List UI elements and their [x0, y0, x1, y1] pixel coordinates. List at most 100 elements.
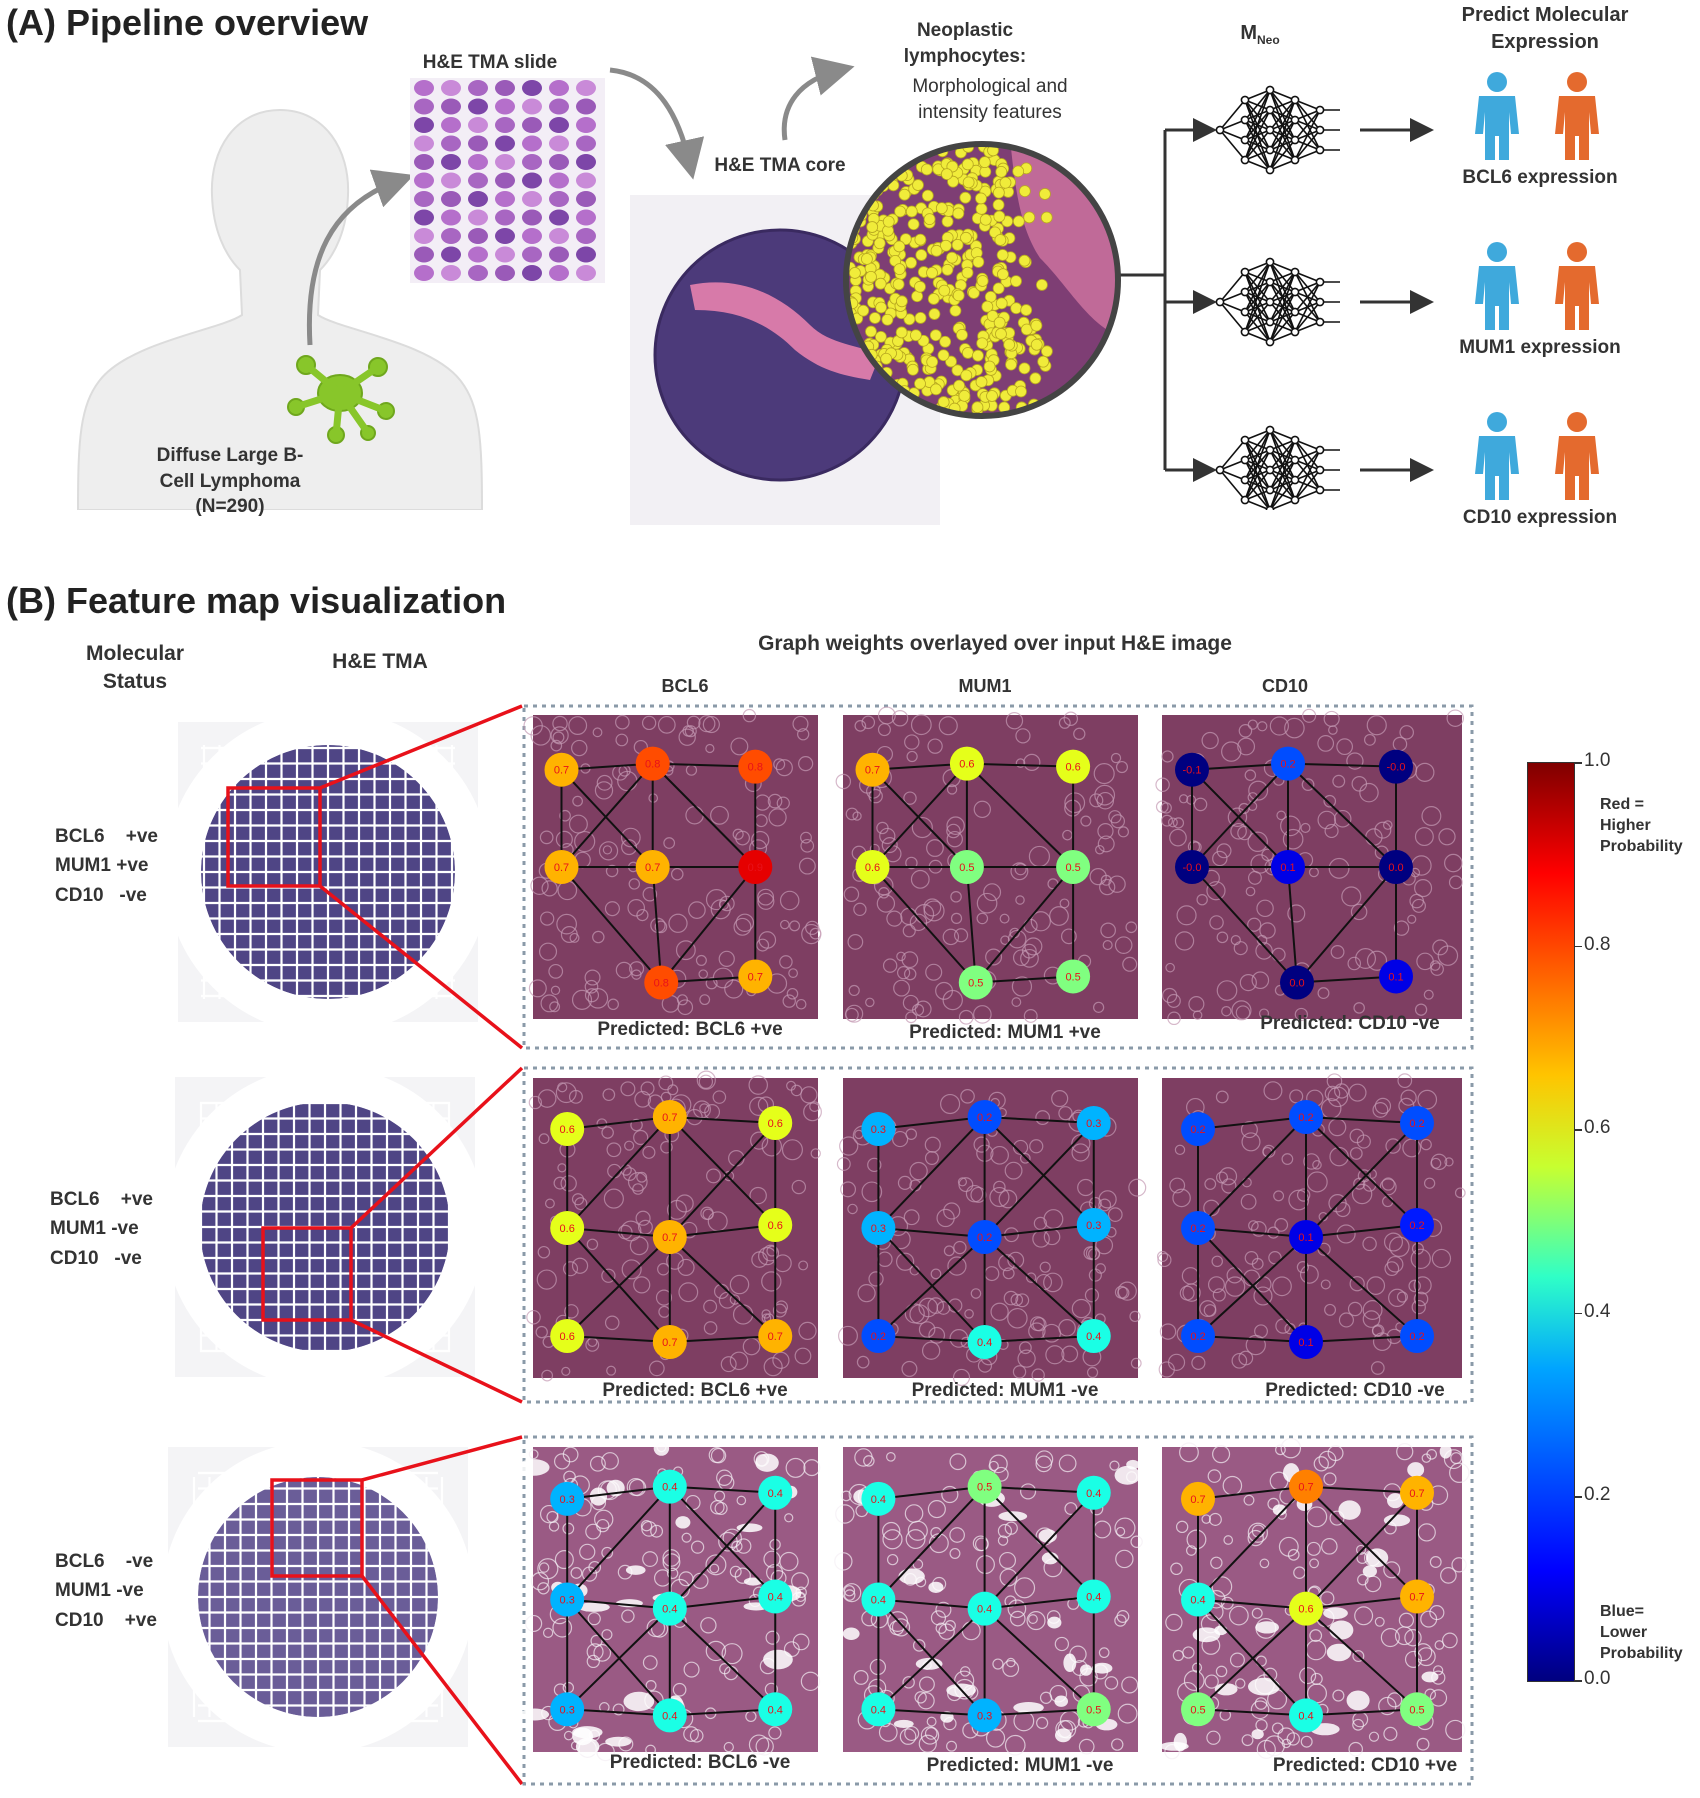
node-label: 0.4 — [977, 1337, 992, 1349]
lymphocyte — [992, 198, 1005, 211]
status-row-1: BCL6 +ve MUM1 +ve CD10 -ve — [55, 826, 158, 906]
node-label: 0.8 — [654, 978, 669, 990]
colorbar-tick-mark — [1574, 1680, 1582, 1682]
lymphocyte — [1040, 345, 1053, 358]
graph-node: 0.3 — [550, 1582, 585, 1617]
node-label: 0.4 — [977, 1604, 992, 1616]
graph-node: 0.4 — [1076, 1319, 1111, 1353]
lymphocyte — [914, 233, 927, 246]
node-label: 0.7 — [1409, 1591, 1424, 1603]
node-label: 0.1 — [1388, 971, 1403, 983]
lymphocyte — [947, 175, 959, 188]
patient-label: Diffuse Large B- Cell Lymphoma (N=290) — [156, 445, 304, 518]
node-label: 0.4 — [1190, 1595, 1205, 1607]
slide-core — [441, 209, 461, 226]
lymphocyte — [866, 221, 879, 233]
lymphocyte — [992, 186, 1005, 199]
graph-node: 0.4 — [758, 1579, 793, 1614]
node-label: 0.5 — [1409, 1704, 1424, 1716]
lymphocyte — [929, 329, 942, 342]
lymphocyte — [962, 176, 975, 189]
lymphocyte — [909, 329, 922, 342]
slide-core — [414, 98, 434, 115]
graph-node: 0.6 — [855, 850, 890, 884]
lymphocyte — [894, 205, 907, 218]
graph-node: 0.1 — [1289, 1325, 1323, 1359]
lymphocyte — [874, 277, 887, 290]
graph-node: 0.1 — [1379, 959, 1413, 994]
graph-row-box — [522, 1066, 1474, 1404]
lymphocyte — [927, 293, 940, 305]
graph-node: 0.2 — [861, 1319, 896, 1353]
colorbar-tick: 0.0 — [1584, 1668, 1611, 1689]
node-label: 0.4 — [871, 1494, 886, 1506]
node-label: -0.1 — [1183, 765, 1202, 777]
panel-a-title: (A) Pipeline overview — [6, 2, 369, 43]
node-label: 0.2 — [1409, 1331, 1424, 1343]
lymphocyte — [952, 289, 965, 302]
node-label: 0.7 — [554, 765, 569, 777]
graph-node: 0.7 — [1181, 1481, 1215, 1516]
lymphocyte — [951, 238, 964, 251]
lymphocyte — [926, 266, 938, 279]
slide-core — [522, 191, 542, 207]
slide-core — [441, 117, 461, 133]
graph-node: 0.7 — [1289, 1469, 1323, 1504]
slide-core — [414, 154, 434, 170]
neural-net-icon — [1215, 257, 1340, 347]
status-row-3: BCL6 -ve MUM1 -ve CD10 +ve — [55, 1551, 157, 1631]
lymphocyte — [967, 287, 980, 299]
lymphocyte — [995, 297, 1008, 310]
slide-core — [441, 172, 461, 189]
slide-core — [576, 135, 596, 152]
graph-node: 0.2 — [1181, 1319, 1215, 1353]
person-blue-icon — [1475, 72, 1519, 160]
zoom-box — [261, 1226, 353, 1322]
neural-nets — [1215, 85, 1340, 510]
slide-core — [576, 228, 596, 244]
node-label: 0.5 — [1065, 971, 1080, 983]
lymphocyte — [926, 355, 939, 368]
node-label: 0.4 — [662, 1604, 677, 1616]
lymphocyte — [945, 355, 957, 368]
node-label: 0.2 — [1190, 1124, 1205, 1136]
graph-node: 0.3 — [861, 1211, 896, 1245]
graph-node: 0.7 — [652, 1325, 687, 1359]
slide-core — [441, 80, 461, 96]
graph-node: 0.5 — [1056, 959, 1091, 994]
node-label: 0.7 — [662, 1337, 677, 1349]
node-label: 0.2 — [1409, 1118, 1424, 1130]
graph-node: 0.4 — [861, 1481, 896, 1516]
slide-core — [468, 98, 488, 115]
node-label: 0.4 — [1086, 1488, 1101, 1500]
graph-node: -0.1 — [1175, 752, 1209, 787]
lymphocyte — [899, 233, 912, 246]
lymphocyte — [940, 168, 953, 181]
lymphocyte — [907, 218, 920, 231]
graph-node: 0.0 — [1280, 965, 1314, 1000]
node-label: 0.4 — [1086, 1591, 1101, 1603]
slide-core — [522, 117, 542, 133]
lymphocyte — [1015, 385, 1027, 398]
col-mum1: MUM1 — [958, 676, 1012, 696]
node-label: 0.7 — [1409, 1488, 1424, 1500]
graph-node: 0.7 — [652, 1220, 687, 1254]
node-label: 0.2 — [1280, 759, 1295, 771]
lymphocyte — [1018, 185, 1031, 198]
lymphocyte — [999, 176, 1012, 189]
zoom-box — [226, 786, 322, 888]
slide-core — [576, 172, 596, 189]
graph-node: 0.0 — [1379, 850, 1413, 884]
node-label: 0.7 — [1298, 1482, 1313, 1494]
node-label: 0.3 — [871, 1124, 886, 1136]
node-label: 0.3 — [560, 1704, 575, 1716]
node-label: 0.3 — [560, 1595, 575, 1607]
graph-node: 0.2 — [1181, 1112, 1215, 1146]
lymphocyte — [1018, 362, 1031, 375]
slide-core — [441, 98, 461, 115]
zoom-line — [319, 704, 523, 790]
lymphocyte — [869, 312, 881, 324]
graph-node: 0.4 — [652, 1591, 687, 1626]
lymphocyte — [972, 349, 984, 362]
lymphocyte — [849, 267, 861, 279]
